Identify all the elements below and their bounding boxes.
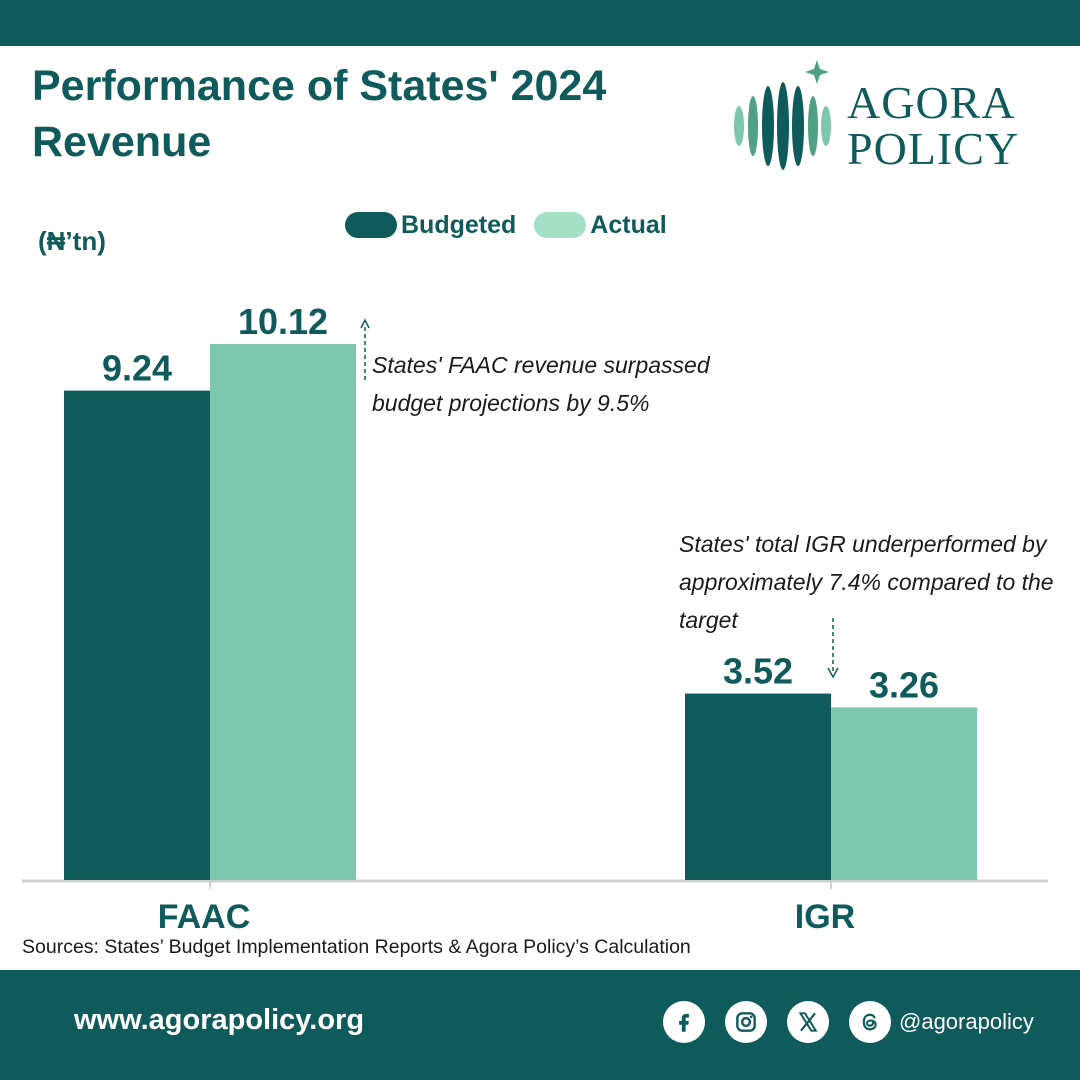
- value-label-faac-actual: 10.12: [238, 301, 328, 342]
- logo-line2: POLICY: [847, 123, 1020, 174]
- value-label-faac-budgeted: 9.24: [102, 348, 172, 389]
- facebook-icon[interactable]: [663, 1001, 705, 1043]
- legend-label-budgeted: Budgeted: [401, 210, 517, 239]
- threads-icon[interactable]: [849, 1001, 891, 1043]
- social-links: @agorapolicy: [663, 1001, 1034, 1043]
- sources-note: Sources: States’ Budget Implementation R…: [22, 936, 691, 958]
- y-axis-unit-label: (₦’tn): [38, 226, 106, 256]
- igr-arrowhead-icon: [827, 667, 839, 679]
- social-handle: @agorapolicy: [899, 1009, 1034, 1034]
- logo-wordmark: AGORA POLICY: [847, 80, 1019, 172]
- value-label-igr-budgeted: 3.52: [723, 651, 793, 692]
- bar-faac-actual: [210, 344, 356, 880]
- instagram-icon[interactable]: [725, 1001, 767, 1043]
- website-link[interactable]: www.agorapolicy.org: [74, 1004, 365, 1036]
- bar-faac-budgeted: [64, 390, 210, 880]
- value-label-igr-actual: 3.26: [869, 664, 939, 705]
- bar-chart: 9.24 10.12 FAAC 3.52 3.26 IGR: [22, 301, 1048, 936]
- legend-item-actual: Actual: [534, 210, 667, 240]
- footer-bar: [0, 970, 1080, 1080]
- logo-line1: AGORA: [847, 77, 1016, 128]
- faac-annotation: States' FAAC revenue surpassed budget pr…: [372, 352, 710, 416]
- faac-arrowhead-icon: [360, 318, 370, 329]
- logo-mark-icon: [734, 60, 831, 170]
- igr-annotation: States' total IGR underperformed by appr…: [679, 531, 1054, 633]
- x-icon[interactable]: [787, 1001, 829, 1043]
- legend-swatch-budgeted: [345, 212, 397, 238]
- bar-igr-actual: [831, 707, 977, 880]
- legend-item-budgeted: Budgeted: [345, 211, 516, 240]
- page-title: Performance of States' 2024 Revenue: [32, 62, 607, 166]
- legend-label-actual: Actual: [590, 210, 667, 239]
- chart-legend: Budgeted Actual: [345, 208, 685, 242]
- legend-swatch-actual: [534, 212, 587, 238]
- agora-policy-logo: AGORA POLICY: [725, 58, 1065, 178]
- category-label-faac: FAAC: [158, 898, 251, 936]
- bar-igr-budgeted: [685, 693, 831, 880]
- top-banner: [0, 0, 1080, 46]
- category-label-igr: IGR: [795, 898, 855, 936]
